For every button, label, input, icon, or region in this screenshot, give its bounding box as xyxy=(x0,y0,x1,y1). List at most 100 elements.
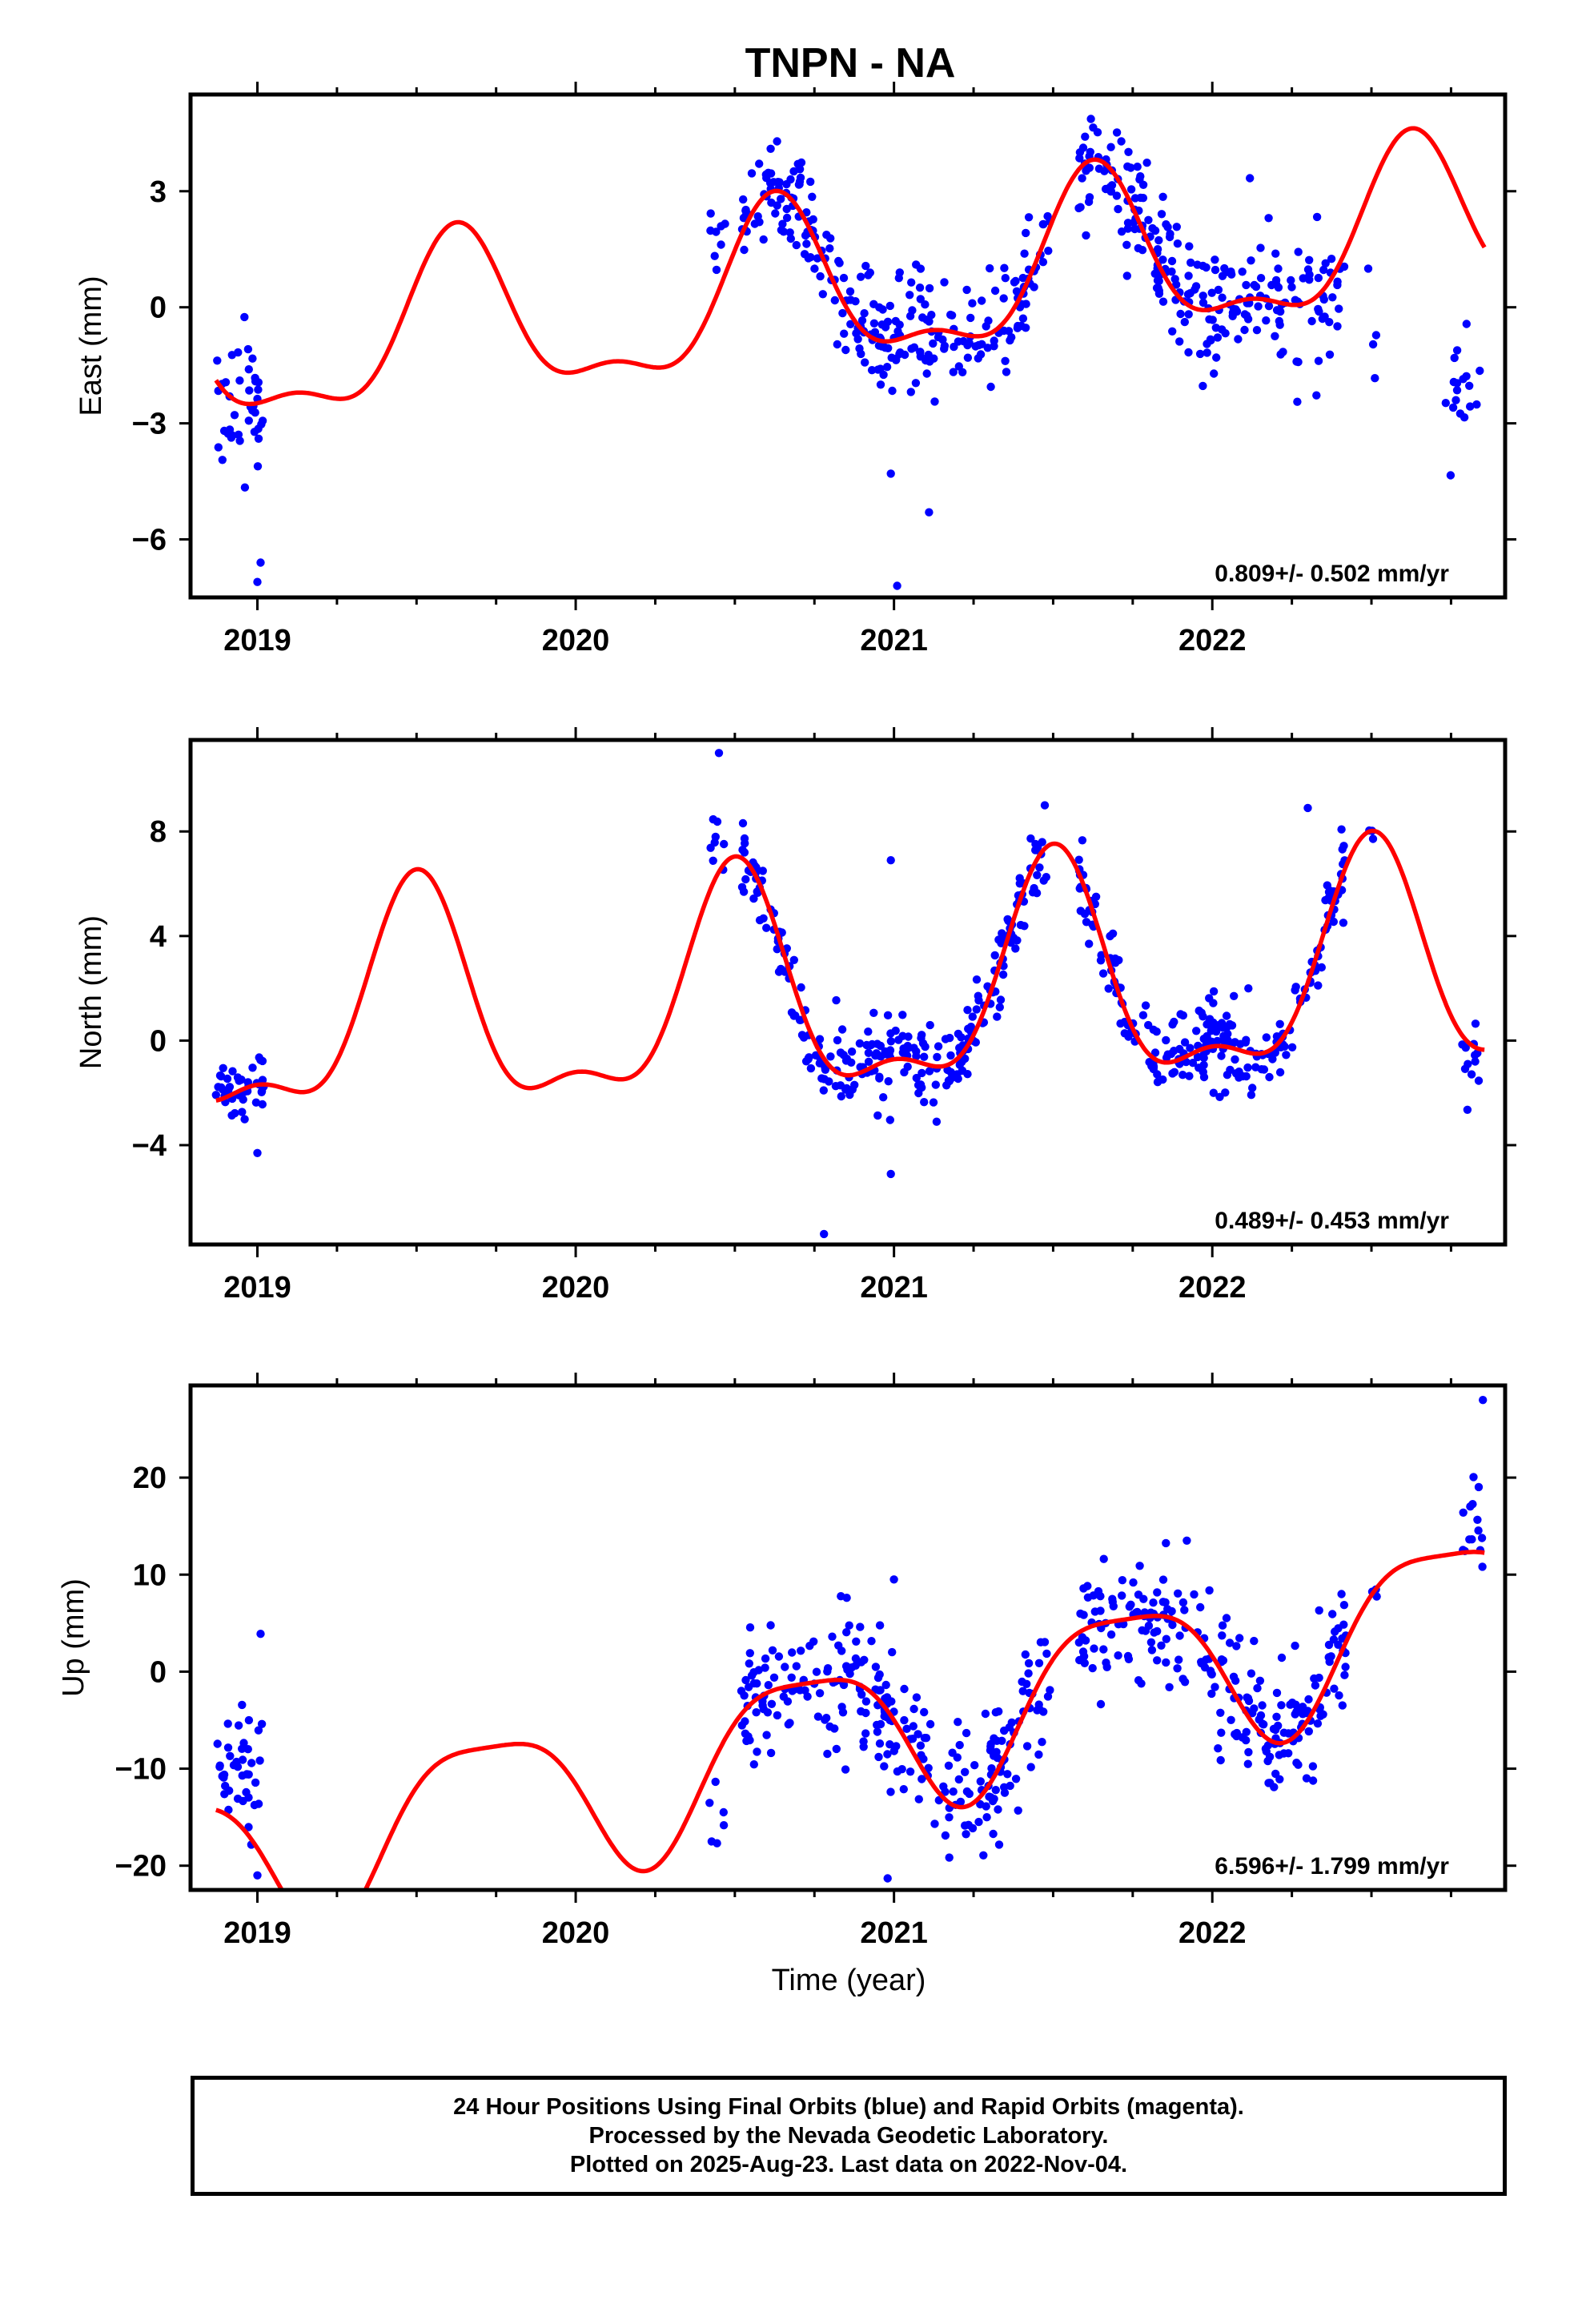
up-data-point xyxy=(1162,1634,1171,1643)
up-data-point xyxy=(988,1796,998,1806)
up-data-point xyxy=(1311,1681,1320,1690)
up-y-tick-label: 20 xyxy=(133,1462,167,1495)
east-data-point xyxy=(243,344,253,354)
north-data-point xyxy=(1207,1037,1216,1047)
east-data-point xyxy=(907,278,916,287)
east-data-point xyxy=(1368,340,1378,349)
up-data-point xyxy=(221,1781,230,1791)
east-data-point xyxy=(1314,356,1323,365)
north-x-tick-label: 2022 xyxy=(1178,1271,1247,1305)
north-x-tick-label: 2021 xyxy=(860,1271,928,1305)
east-data-point xyxy=(766,144,775,153)
east-data-point xyxy=(1203,340,1211,348)
north-data-point xyxy=(1474,1076,1484,1085)
up-data-point xyxy=(1134,1676,1143,1685)
north-data-point xyxy=(257,1088,266,1097)
up-data-point xyxy=(837,1703,846,1711)
east-data-point xyxy=(1154,286,1164,296)
north-data-point xyxy=(968,1012,978,1021)
east-data-point xyxy=(1199,292,1207,300)
north-data-point xyxy=(251,1098,261,1107)
north-data-point xyxy=(1152,1027,1161,1036)
north-data-point xyxy=(1471,1057,1480,1066)
north-data-point xyxy=(795,1015,805,1025)
up-data-point xyxy=(1479,1396,1488,1405)
east-data-point xyxy=(253,577,262,586)
north-data-point xyxy=(904,1032,913,1041)
east-data-point xyxy=(825,244,834,253)
east-data-point xyxy=(1184,348,1193,357)
east-data-point xyxy=(1168,327,1177,336)
up-data-point xyxy=(1076,1609,1085,1618)
north-data-point xyxy=(886,1169,895,1179)
up-data-point xyxy=(1106,1630,1116,1639)
east-data-point xyxy=(739,214,749,223)
up-data-point xyxy=(982,1802,990,1811)
east-data-point xyxy=(1167,256,1177,266)
east-data-point xyxy=(1184,310,1193,319)
up-data-point xyxy=(1334,1640,1343,1649)
north-data-point xyxy=(1185,1072,1194,1080)
up-data-point xyxy=(741,1717,749,1726)
north-data-point xyxy=(842,1084,851,1093)
east-data-point xyxy=(240,312,249,322)
up-data-point xyxy=(889,1747,899,1755)
north-data-point xyxy=(1287,1043,1297,1052)
north-data-point xyxy=(964,1024,973,1033)
up-data-point xyxy=(1227,1715,1235,1724)
up-data-point xyxy=(871,1663,881,1671)
north-data-point xyxy=(917,1068,926,1078)
east-data-point xyxy=(835,259,844,267)
up-data-point xyxy=(979,1851,988,1860)
up-data-point xyxy=(991,1786,1001,1795)
east-data-point xyxy=(789,167,798,176)
east-data-point xyxy=(1227,267,1235,276)
east-data-point xyxy=(1013,324,1022,332)
up-data-point xyxy=(994,1840,1004,1849)
up-data-point xyxy=(886,1787,895,1796)
north-data-point xyxy=(804,1055,813,1063)
east-data-point xyxy=(254,385,263,394)
east-data-point xyxy=(1106,143,1115,151)
north-data-point xyxy=(1324,887,1334,897)
north-data-point xyxy=(1259,1065,1269,1074)
east-data-point xyxy=(1138,194,1148,203)
east-data-point xyxy=(1335,304,1343,313)
up-data-point xyxy=(1304,1727,1314,1736)
north-data-point xyxy=(1176,1010,1185,1019)
up-data-point xyxy=(998,1736,1006,1745)
north-data-point xyxy=(1035,863,1044,872)
up-data-point xyxy=(1153,1656,1162,1665)
east-data-point xyxy=(1264,214,1273,223)
east-data-point xyxy=(1173,239,1182,248)
up-data-point xyxy=(1024,1669,1033,1678)
north-data-point xyxy=(1199,1068,1208,1076)
up-data-point xyxy=(1190,1590,1199,1599)
up-data-point xyxy=(234,1721,243,1730)
east-data-point xyxy=(892,354,901,364)
east-data-point xyxy=(954,337,963,346)
up-data-point xyxy=(914,1795,924,1803)
north-y-tick-label: 0 xyxy=(150,1024,167,1058)
east-data-point xyxy=(818,290,827,299)
up-data-point xyxy=(1157,1641,1166,1650)
north-data-point xyxy=(709,814,717,824)
east-data-point xyxy=(1130,194,1140,203)
east-data-point xyxy=(1158,297,1168,306)
north-data-point xyxy=(869,1008,878,1018)
north-data-point xyxy=(972,975,982,984)
up-data-point xyxy=(238,1755,247,1764)
north-y-tick-label: 4 xyxy=(150,920,167,954)
up-y-tick-label: −10 xyxy=(115,1753,167,1787)
north-data-point xyxy=(1138,1011,1148,1019)
north-data-point xyxy=(738,818,748,828)
east-data-point xyxy=(1307,316,1316,326)
up-data-point xyxy=(867,1637,876,1646)
east-data-point xyxy=(877,320,886,329)
up-data-point xyxy=(1235,1634,1244,1642)
north-data-point xyxy=(955,1060,965,1069)
up-data-point xyxy=(991,1708,1001,1717)
north-data-point xyxy=(819,1229,829,1239)
east-data-point xyxy=(839,273,849,283)
up-data-point xyxy=(1180,1606,1189,1614)
